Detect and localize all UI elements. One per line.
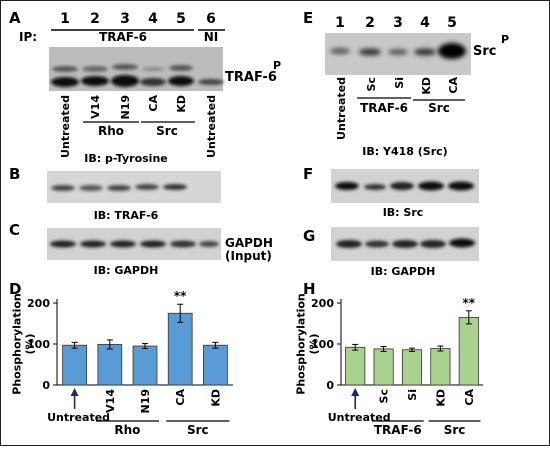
panel-a-lane-number: 2 <box>90 11 100 27</box>
panel-c-label: C <box>9 221 20 239</box>
bar <box>401 349 423 386</box>
panel-a-caption: IB: p-Tyrosine <box>84 152 168 165</box>
panel-a-ip-label: TRAF-6 <box>99 30 147 44</box>
panel-a-ni-label: NI <box>204 30 219 44</box>
bar <box>373 348 394 386</box>
panel-f-caption: IB: Src <box>383 206 424 219</box>
panel-f-label: F <box>303 165 313 183</box>
x-tick-label: Si <box>406 389 419 401</box>
panel-a-blot <box>49 47 224 91</box>
panel-b-label: B <box>9 165 20 183</box>
lane-label: Sc <box>365 77 378 91</box>
panel-a-band-superscript: P <box>273 59 281 72</box>
panel-d-label: D <box>9 280 21 298</box>
lane-label: KD <box>420 77 433 95</box>
lane-label: Si <box>393 77 406 89</box>
y-tick-label: 100 <box>311 338 334 351</box>
panel-a-lane-numbers: 1 2 3 4 5 6 <box>60 11 216 27</box>
panel-a-label: A <box>9 9 21 27</box>
lane-label: Untreated <box>335 77 348 140</box>
panel-g-label: G <box>303 227 315 245</box>
panel-a-group-rho: Rho <box>98 124 124 138</box>
panel-e-group-src: Src <box>428 101 450 115</box>
panel-e-lane-numbers: 1 2 3 4 5 <box>335 15 457 31</box>
bar <box>203 344 228 386</box>
panel-a-group-src: Src <box>156 124 178 138</box>
bar <box>345 346 366 386</box>
significance-mark: ** <box>174 289 187 303</box>
panel-e-group-traf6: TRAF-6 <box>360 101 408 115</box>
panel-e-lane-number: 5 <box>447 15 457 31</box>
bar <box>132 345 158 386</box>
group-label: Src <box>444 423 466 437</box>
x-tick-label: V14 <box>104 389 117 413</box>
panel-e-band-superscript: P <box>501 33 509 46</box>
panel-c-blot <box>47 228 221 260</box>
lane-label: KD <box>175 95 188 113</box>
bar <box>430 348 451 386</box>
bar <box>458 316 479 386</box>
panel-e-label: E <box>303 9 313 27</box>
y-axis-label: Phosphorylation(%) <box>11 293 37 394</box>
panel-c-side-label: GAPDH <box>225 236 273 250</box>
lane-label: V14 <box>89 95 102 119</box>
panel-e-lane-number: 3 <box>393 15 403 31</box>
bar <box>62 344 87 386</box>
panel-c-side-label-2: (Input) <box>225 249 272 263</box>
bar <box>167 312 193 386</box>
panel-a-lane-number: 6 <box>206 11 216 27</box>
panel-e-lane-number: 2 <box>365 15 375 31</box>
panel-e-band-label: Src <box>473 44 496 59</box>
x-tick-label: CA <box>463 389 476 406</box>
lane-label: CA <box>147 95 160 112</box>
group-label: TRAF-6 <box>374 423 422 437</box>
x-tick-label: KD <box>209 389 222 407</box>
panel-a-band-label: TRAF-6 <box>225 70 277 85</box>
x-tick-label: Sc <box>378 389 391 403</box>
panel-f-blot <box>331 169 479 203</box>
lane-label: N19 <box>119 95 132 120</box>
panel-a-lane-number: 4 <box>148 11 158 27</box>
panel-b-caption: IB: TRAF-6 <box>94 209 159 222</box>
x-tick-label: Untreated <box>47 411 110 424</box>
panel-h-label: H <box>303 280 316 298</box>
panel-a-lane-number: 5 <box>176 11 186 27</box>
y-tick-label: 200 <box>27 297 50 310</box>
panel-g-caption: IB: GAPDH <box>371 265 436 278</box>
panel-a-lane-number: 3 <box>120 11 130 27</box>
bar <box>97 344 123 386</box>
y-tick-label: 0 <box>42 379 50 392</box>
lane-label: Untreated <box>205 95 218 158</box>
panel-e-caption: IB: Y418 (Src) <box>362 145 447 158</box>
panel-c-caption: IB: GAPDH <box>94 264 159 277</box>
panel-b-blot <box>47 171 221 203</box>
y-tick-label: 200 <box>311 297 334 310</box>
y-axis-label: Phosphorylation(%) <box>295 293 321 394</box>
y-tick-label: 0 <box>326 379 334 392</box>
untreated-arrowhead <box>351 388 360 396</box>
lane-label: CA <box>447 77 460 94</box>
panel-a-ip-prefix: IP: <box>19 30 37 44</box>
y-tick-label: 100 <box>27 338 50 351</box>
lane-label: Untreated <box>59 95 72 158</box>
panel-g-blot <box>331 227 479 261</box>
x-tick-label: N19 <box>139 389 152 414</box>
panel-a-lane-labels: Untreated V14 N19 CA KD Untreated <box>59 95 218 158</box>
x-tick-label: CA <box>174 389 187 406</box>
panel-a-lane-number: 1 <box>60 11 70 27</box>
panel-e-blot <box>325 33 471 75</box>
panel-e-lane-number: 4 <box>420 15 430 31</box>
x-tick-label: KD <box>434 389 447 407</box>
group-label: Src <box>187 423 209 437</box>
panel-e-lane-labels: Untreated Sc Si KD CA <box>335 77 460 140</box>
untreated-arrowhead <box>70 388 79 396</box>
group-label: Rho <box>114 423 140 437</box>
significance-mark: ** <box>463 296 476 310</box>
panel-e-lane-number: 1 <box>335 15 345 31</box>
